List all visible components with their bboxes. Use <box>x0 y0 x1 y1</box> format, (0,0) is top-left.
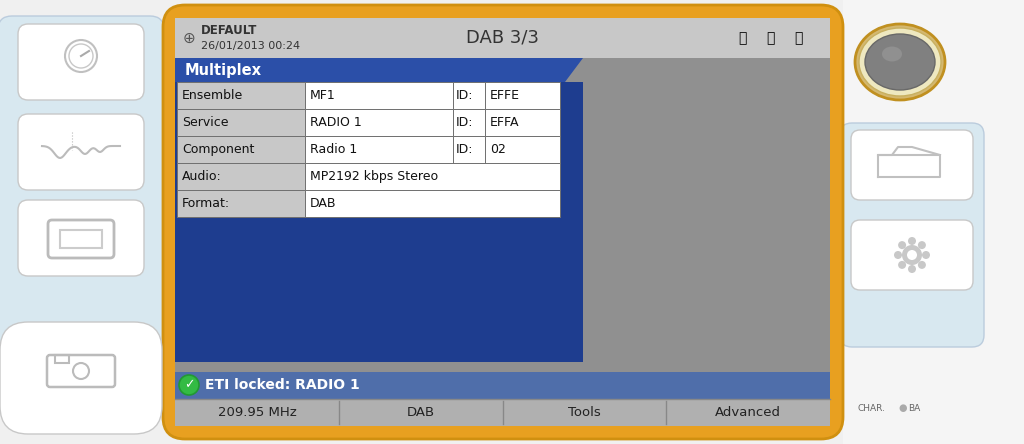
Bar <box>177 163 305 190</box>
Bar <box>485 109 560 136</box>
Bar <box>175 372 830 399</box>
Text: 🔌: 🔌 <box>794 31 802 45</box>
Circle shape <box>908 265 916 273</box>
Bar <box>843 0 1024 444</box>
Bar <box>485 82 560 109</box>
Circle shape <box>898 241 906 249</box>
Text: ●: ● <box>898 403 906 413</box>
Text: ID:: ID: <box>456 89 473 102</box>
Polygon shape <box>565 58 583 82</box>
Bar <box>177 82 305 109</box>
Bar <box>453 109 485 136</box>
Text: 209.95 MHz: 209.95 MHz <box>217 405 296 419</box>
Text: ID:: ID: <box>456 116 473 129</box>
Bar <box>60 230 102 248</box>
Bar <box>175 82 583 362</box>
Bar <box>485 136 560 163</box>
Bar <box>305 109 453 136</box>
Text: ✓: ✓ <box>183 378 195 392</box>
Text: Advanced: Advanced <box>715 405 781 419</box>
Bar <box>175 18 830 58</box>
Text: Audio:: Audio: <box>182 170 222 183</box>
Bar <box>305 163 560 190</box>
Bar <box>0 0 163 444</box>
Text: Multiplex: Multiplex <box>185 63 262 78</box>
FancyBboxPatch shape <box>851 220 973 290</box>
Text: CHAR.: CHAR. <box>858 404 886 412</box>
Text: Ensemble: Ensemble <box>182 89 244 102</box>
Bar <box>453 136 485 163</box>
FancyBboxPatch shape <box>840 123 984 347</box>
Bar <box>55 355 69 363</box>
Circle shape <box>918 241 926 249</box>
Ellipse shape <box>859 28 941 96</box>
Bar <box>453 82 485 109</box>
Circle shape <box>907 250 918 260</box>
Circle shape <box>65 40 97 72</box>
Bar <box>305 136 453 163</box>
PathPatch shape <box>163 5 843 439</box>
Text: MF1: MF1 <box>310 89 336 102</box>
Circle shape <box>922 251 930 259</box>
Text: DEFAULT: DEFAULT <box>201 24 257 37</box>
Text: 🔦: 🔦 <box>738 31 746 45</box>
FancyBboxPatch shape <box>0 16 164 404</box>
Text: EFFE: EFFE <box>490 89 520 102</box>
Text: ID:: ID: <box>456 143 473 156</box>
FancyBboxPatch shape <box>18 200 144 276</box>
Text: 📶: 📶 <box>766 31 774 45</box>
Ellipse shape <box>865 34 935 90</box>
Text: Tools: Tools <box>568 405 601 419</box>
FancyBboxPatch shape <box>18 114 144 190</box>
Text: DAB 3/3: DAB 3/3 <box>466 29 539 47</box>
Ellipse shape <box>855 24 945 100</box>
Circle shape <box>894 251 902 259</box>
Text: BA: BA <box>908 404 921 412</box>
Circle shape <box>918 261 926 269</box>
Text: 26/01/2013 00:24: 26/01/2013 00:24 <box>201 41 300 51</box>
Ellipse shape <box>882 47 902 62</box>
Circle shape <box>179 375 199 395</box>
Text: EFFA: EFFA <box>490 116 519 129</box>
Text: Service: Service <box>182 116 228 129</box>
Text: ETI locked: RADIO 1: ETI locked: RADIO 1 <box>205 378 359 392</box>
Text: MP2192 kbps Stereo: MP2192 kbps Stereo <box>310 170 438 183</box>
Text: Radio 1: Radio 1 <box>310 143 357 156</box>
Bar <box>305 190 560 217</box>
Bar <box>175 399 830 426</box>
FancyBboxPatch shape <box>0 322 162 434</box>
Bar <box>305 82 453 109</box>
FancyBboxPatch shape <box>851 130 973 200</box>
Bar <box>175 58 565 82</box>
Bar <box>177 136 305 163</box>
Circle shape <box>898 261 906 269</box>
Bar <box>175 18 830 426</box>
Bar <box>177 109 305 136</box>
Circle shape <box>902 245 922 265</box>
Text: Component: Component <box>182 143 254 156</box>
Text: RADIO 1: RADIO 1 <box>310 116 361 129</box>
FancyBboxPatch shape <box>18 24 144 100</box>
Text: DAB: DAB <box>407 405 434 419</box>
Text: ⊕: ⊕ <box>183 31 196 45</box>
Text: DAB: DAB <box>310 197 337 210</box>
Text: Format:: Format: <box>182 197 230 210</box>
Text: 02: 02 <box>490 143 506 156</box>
Bar <box>177 190 305 217</box>
Circle shape <box>908 237 916 245</box>
